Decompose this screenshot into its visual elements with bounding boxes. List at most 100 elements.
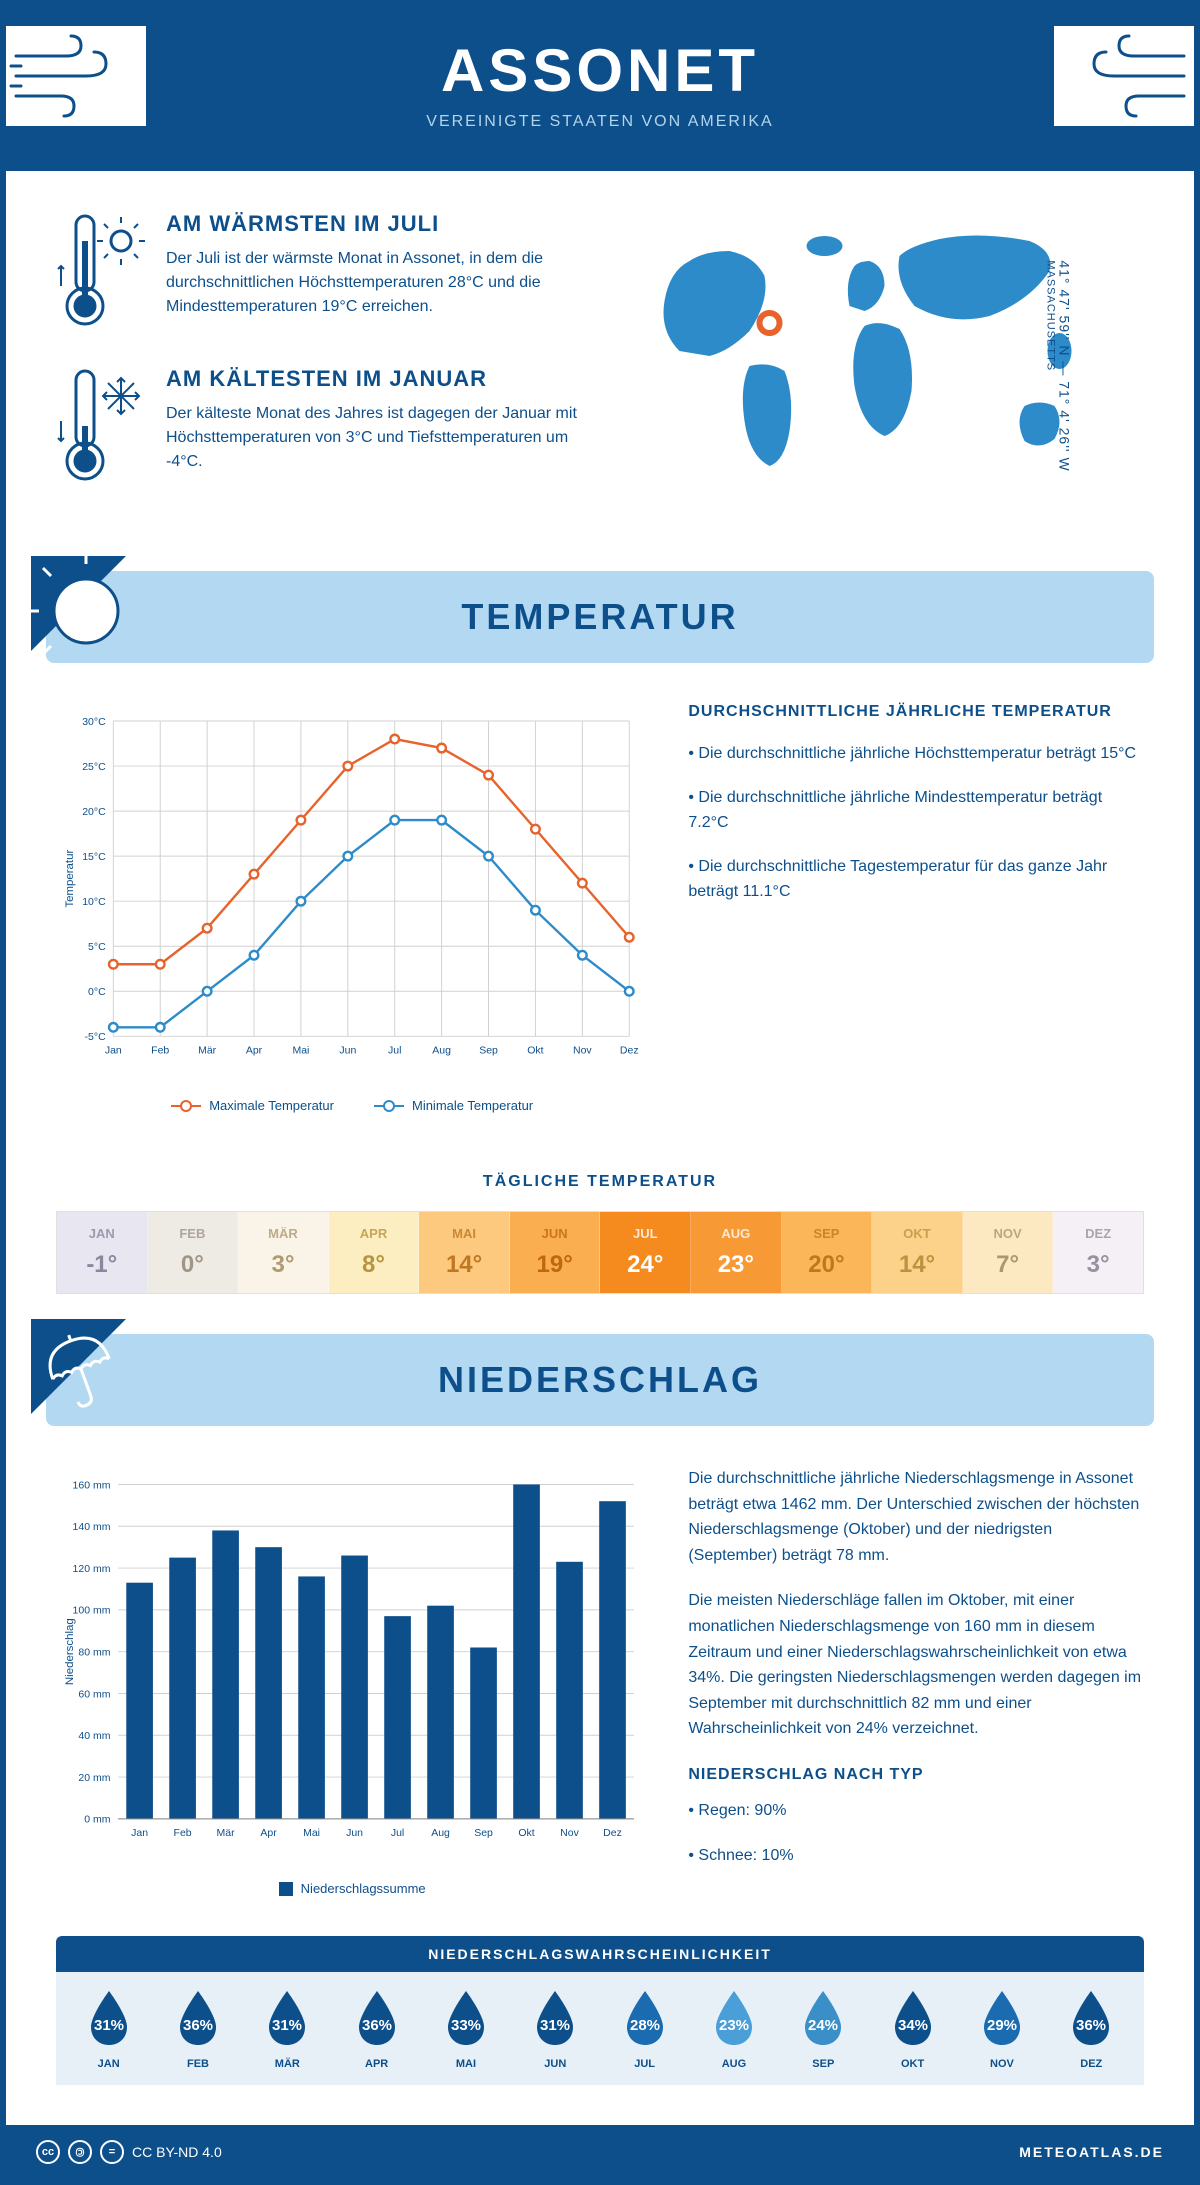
wind-decoration-right — [1054, 26, 1194, 126]
daily-temp-cell: JAN-1° — [57, 1212, 148, 1293]
precipitation-info: Die durchschnittliche jährliche Niedersc… — [688, 1466, 1144, 1896]
daily-temp-cell: DEZ3° — [1053, 1212, 1143, 1293]
svg-text:80 mm: 80 mm — [78, 1646, 110, 1658]
svg-text:33%: 33% — [451, 2017, 481, 2034]
daily-temp-cell: OKT14° — [872, 1212, 963, 1293]
svg-text:0°C: 0°C — [88, 986, 106, 998]
temperature-line-chart: -5°C0°C5°C10°C15°C20°C25°C30°CJanFebMärA… — [56, 703, 648, 1113]
precipitation-section-header: NIEDERSCHLAG — [46, 1334, 1154, 1426]
svg-text:Nov: Nov — [560, 1827, 579, 1839]
probability-title: NIEDERSCHLAGSWAHRSCHEINLICHKEIT — [56, 1936, 1144, 1972]
svg-text:Aug: Aug — [431, 1827, 450, 1839]
svg-text:36%: 36% — [362, 2017, 392, 2034]
daily-temp-title: TÄGLICHE TEMPERATUR — [6, 1173, 1194, 1191]
svg-text:Okt: Okt — [527, 1045, 543, 1057]
line-chart-legend: Maximale Temperatur Minimale Temperatur — [56, 1098, 648, 1113]
daily-temp-cell: SEP20° — [782, 1212, 873, 1293]
thermometer-hot-icon — [56, 211, 146, 336]
location-title: ASSONET — [26, 36, 1174, 105]
wind-decoration-left — [6, 26, 146, 126]
bar-chart-legend: Niederschlagssumme — [56, 1881, 648, 1896]
precipitation-title: NIEDERSCHLAG — [76, 1359, 1124, 1401]
svg-text:Jul: Jul — [388, 1045, 401, 1057]
temp-info-bullet: • Die durchschnittliche jährliche Mindes… — [688, 785, 1144, 836]
location-marker-icon — [760, 313, 780, 333]
svg-text:25°C: 25°C — [82, 761, 106, 773]
svg-text:15°C: 15°C — [82, 851, 106, 863]
cc-icon: cc — [36, 2140, 60, 2164]
svg-text:Apr: Apr — [260, 1827, 277, 1839]
probability-drop: 28% JUL — [602, 1987, 687, 2070]
svg-text:40 mm: 40 mm — [78, 1730, 110, 1742]
temperature-info: DURCHSCHNITTLICHE JÄHRLICHE TEMPERATUR •… — [688, 703, 1144, 1113]
site-name: METEOATLAS.DE — [1019, 2144, 1164, 2160]
warmest-title: AM WÄRMSTEN IM JULI — [166, 211, 585, 237]
svg-text:Jun: Jun — [346, 1827, 363, 1839]
svg-text:Sep: Sep — [474, 1827, 493, 1839]
probability-drop: 36% DEZ — [1049, 1987, 1134, 2070]
precipitation-bar-chart: 0 mm20 mm40 mm60 mm80 mm100 mm120 mm140 … — [56, 1466, 648, 1896]
temp-info-bullet: • Die durchschnittliche Tagestemperatur … — [688, 854, 1144, 905]
coordinates-label: 41° 47' 59'' N — 71° 4' 26'' W MASSACHUS… — [1044, 260, 1072, 471]
svg-text:34%: 34% — [898, 2017, 928, 2034]
svg-text:Nov: Nov — [573, 1045, 592, 1057]
svg-text:Aug: Aug — [432, 1045, 451, 1057]
daily-temp-cell: AUG23° — [691, 1212, 782, 1293]
svg-text:31%: 31% — [94, 2017, 124, 2034]
sun-icon — [31, 556, 141, 666]
probability-drop: 34% OKT — [870, 1987, 955, 2070]
daily-temp-cell: FEB0° — [148, 1212, 239, 1293]
license-badge: cc 🄯 = CC BY-ND 4.0 — [36, 2140, 222, 2164]
svg-text:Feb: Feb — [151, 1045, 169, 1057]
svg-text:Dez: Dez — [603, 1827, 622, 1839]
probability-drop: 24% SEP — [781, 1987, 866, 2070]
svg-text:Mai: Mai — [292, 1045, 309, 1057]
coldest-title: AM KÄLTESTEN IM JANUAR — [166, 366, 585, 392]
svg-text:10°C: 10°C — [82, 896, 106, 908]
umbrella-icon — [31, 1319, 141, 1429]
svg-text:28%: 28% — [630, 2017, 660, 2034]
infographic-page: ASSONET VEREINIGTE STAATEN VON AMERIKA A… — [0, 0, 1200, 2185]
svg-text:Mär: Mär — [198, 1045, 217, 1057]
svg-text:36%: 36% — [1076, 2017, 1106, 2034]
svg-text:24%: 24% — [808, 2017, 838, 2034]
daily-temp-cell: JUN19° — [510, 1212, 601, 1293]
svg-text:Niederschlag: Niederschlag — [64, 1618, 76, 1685]
warmest-text: Der Juli ist der wärmste Monat in Assone… — [166, 247, 585, 319]
svg-text:Temperatur: Temperatur — [64, 850, 76, 908]
page-footer: cc 🄯 = CC BY-ND 4.0 METEOATLAS.DE — [6, 2125, 1194, 2179]
by-icon: 🄯 — [68, 2140, 92, 2164]
svg-text:140 mm: 140 mm — [73, 1521, 111, 1533]
svg-text:36%: 36% — [183, 2017, 213, 2034]
page-header: ASSONET VEREINIGTE STAATEN VON AMERIKA — [6, 6, 1194, 171]
coldest-block: AM KÄLTESTEN IM JANUAR Der kälteste Mona… — [56, 366, 585, 491]
probability-drop: 23% AUG — [691, 1987, 776, 2070]
svg-text:Mär: Mär — [217, 1827, 236, 1839]
svg-text:31%: 31% — [272, 2017, 302, 2034]
svg-text:120 mm: 120 mm — [73, 1563, 111, 1575]
svg-text:160 mm: 160 mm — [73, 1479, 111, 1491]
temp-info-bullet: • Die durchschnittliche jährliche Höchst… — [688, 741, 1144, 767]
svg-text:Jan: Jan — [131, 1827, 148, 1839]
probability-drop: 36% FEB — [155, 1987, 240, 2070]
thermometer-cold-icon — [56, 366, 146, 491]
daily-temp-cell: JUL24° — [600, 1212, 691, 1293]
svg-text:30°C: 30°C — [82, 716, 106, 728]
svg-text:60 mm: 60 mm — [78, 1688, 110, 1700]
daily-temp-cell: MAI14° — [419, 1212, 510, 1293]
precip-type-bullet: • Schnee: 10% — [688, 1843, 1144, 1869]
precipitation-probability-box: NIEDERSCHLAGSWAHRSCHEINLICHKEIT 31% JAN … — [56, 1936, 1144, 2085]
svg-text:31%: 31% — [540, 2017, 570, 2034]
svg-text:-5°C: -5°C — [85, 1031, 107, 1043]
daily-temp-cell: APR8° — [329, 1212, 420, 1293]
warmest-block: AM WÄRMSTEN IM JULI Der Juli ist der wär… — [56, 211, 585, 336]
probability-drop: 33% MAI — [423, 1987, 508, 2070]
svg-text:0 mm: 0 mm — [84, 1814, 111, 1826]
coldest-text: Der kälteste Monat des Jahres ist dagege… — [166, 402, 585, 474]
probability-drop: 31% JAN — [66, 1987, 151, 2070]
svg-text:23%: 23% — [719, 2017, 749, 2034]
svg-text:5°C: 5°C — [88, 941, 106, 953]
svg-text:Feb: Feb — [174, 1827, 192, 1839]
svg-text:Okt: Okt — [518, 1827, 534, 1839]
temperature-section-header: TEMPERATUR — [46, 571, 1154, 663]
